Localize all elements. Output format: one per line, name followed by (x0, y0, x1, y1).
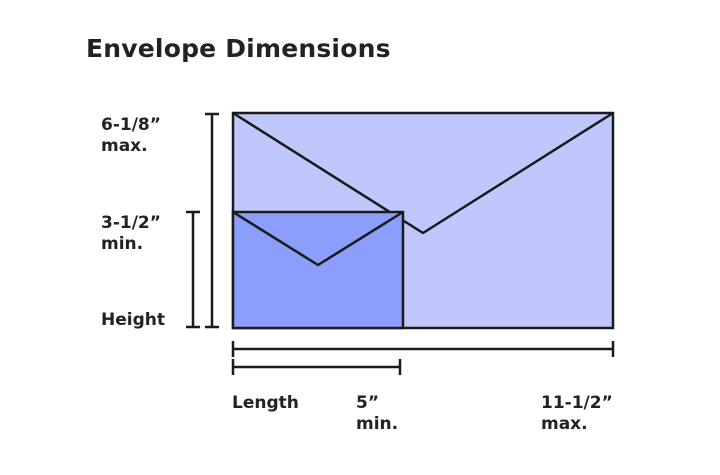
length-min-qualifier: min. (356, 414, 399, 434)
length-max-label: 11-1/2” max. (541, 393, 613, 435)
small-envelope-flap (232, 210, 404, 267)
length-max-qualifier: max. (541, 414, 588, 434)
length-axis-label: Length (232, 393, 299, 413)
height-max-qualifier: max. (101, 136, 148, 156)
length-max-dimension-line (231, 341, 615, 357)
length-max-value: 11-1/2” (541, 393, 613, 413)
length-min-value: 5” (356, 393, 380, 413)
height-min-value: 3-1/2” (101, 213, 161, 233)
height-axis-label: Height (101, 310, 165, 330)
height-min-label: 3-1/2” min. (101, 213, 161, 255)
height-min-qualifier: min. (101, 234, 144, 254)
height-min-dimension-line (186, 210, 200, 329)
length-min-dimension-line (231, 359, 402, 375)
large-envelope-flap (232, 111, 614, 235)
diagram-title: Envelope Dimensions (86, 34, 391, 63)
length-min-label: 5” min. (356, 393, 398, 435)
height-max-label: 6-1/8” max. (101, 115, 161, 157)
height-max-value: 6-1/8” (101, 115, 161, 135)
height-max-dimension-line (205, 112, 219, 329)
small-envelope (231, 210, 405, 330)
